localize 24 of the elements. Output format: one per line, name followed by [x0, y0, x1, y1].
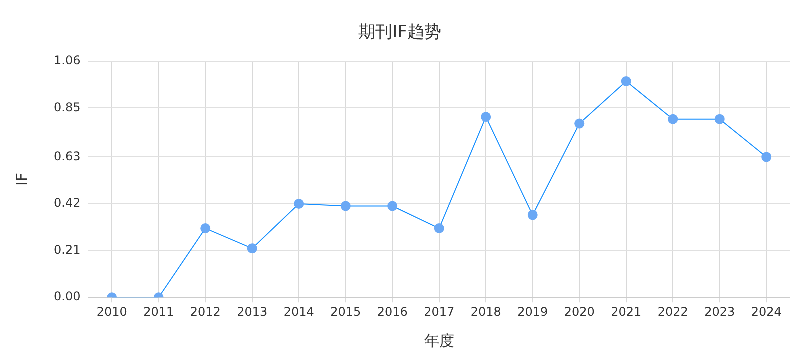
x-tick-label: 2013 — [237, 304, 268, 319]
y-tick-label: 0.21 — [54, 242, 81, 257]
y-axis-title: IF — [12, 172, 31, 186]
y-tick-label: 0.42 — [54, 196, 81, 210]
x-axis-title: 年度 — [424, 332, 454, 350]
x-tick-label: 2021 — [611, 304, 642, 319]
x-tick-label: 2014 — [284, 304, 314, 319]
y-tick-label: 0.63 — [54, 149, 81, 164]
x-tick-label: 2020 — [564, 304, 595, 319]
y-tick-label: 0.00 — [54, 290, 81, 304]
x-tick-label: 2022 — [658, 304, 688, 319]
x-tick-label: 2010 — [96, 304, 128, 319]
x-tick-label: 2012 — [190, 304, 221, 319]
y-tick-label: 0.85 — [54, 100, 81, 114]
chart-title: 期刊IF趋势 — [358, 22, 442, 43]
x-tick-label: 2018 — [470, 304, 502, 319]
x-tick-label: 2023 — [704, 304, 736, 319]
x-tick-label: 2024 — [751, 304, 782, 319]
x-tick-label: 2019 — [518, 304, 548, 319]
y-tick-label: 1.06 — [54, 54, 81, 68]
x-tick-label: 2011 — [144, 304, 174, 319]
x-tick-label: 2017 — [424, 304, 455, 319]
x-tick-label: 2016 — [377, 304, 408, 319]
x-tick-label: 2015 — [330, 304, 362, 319]
